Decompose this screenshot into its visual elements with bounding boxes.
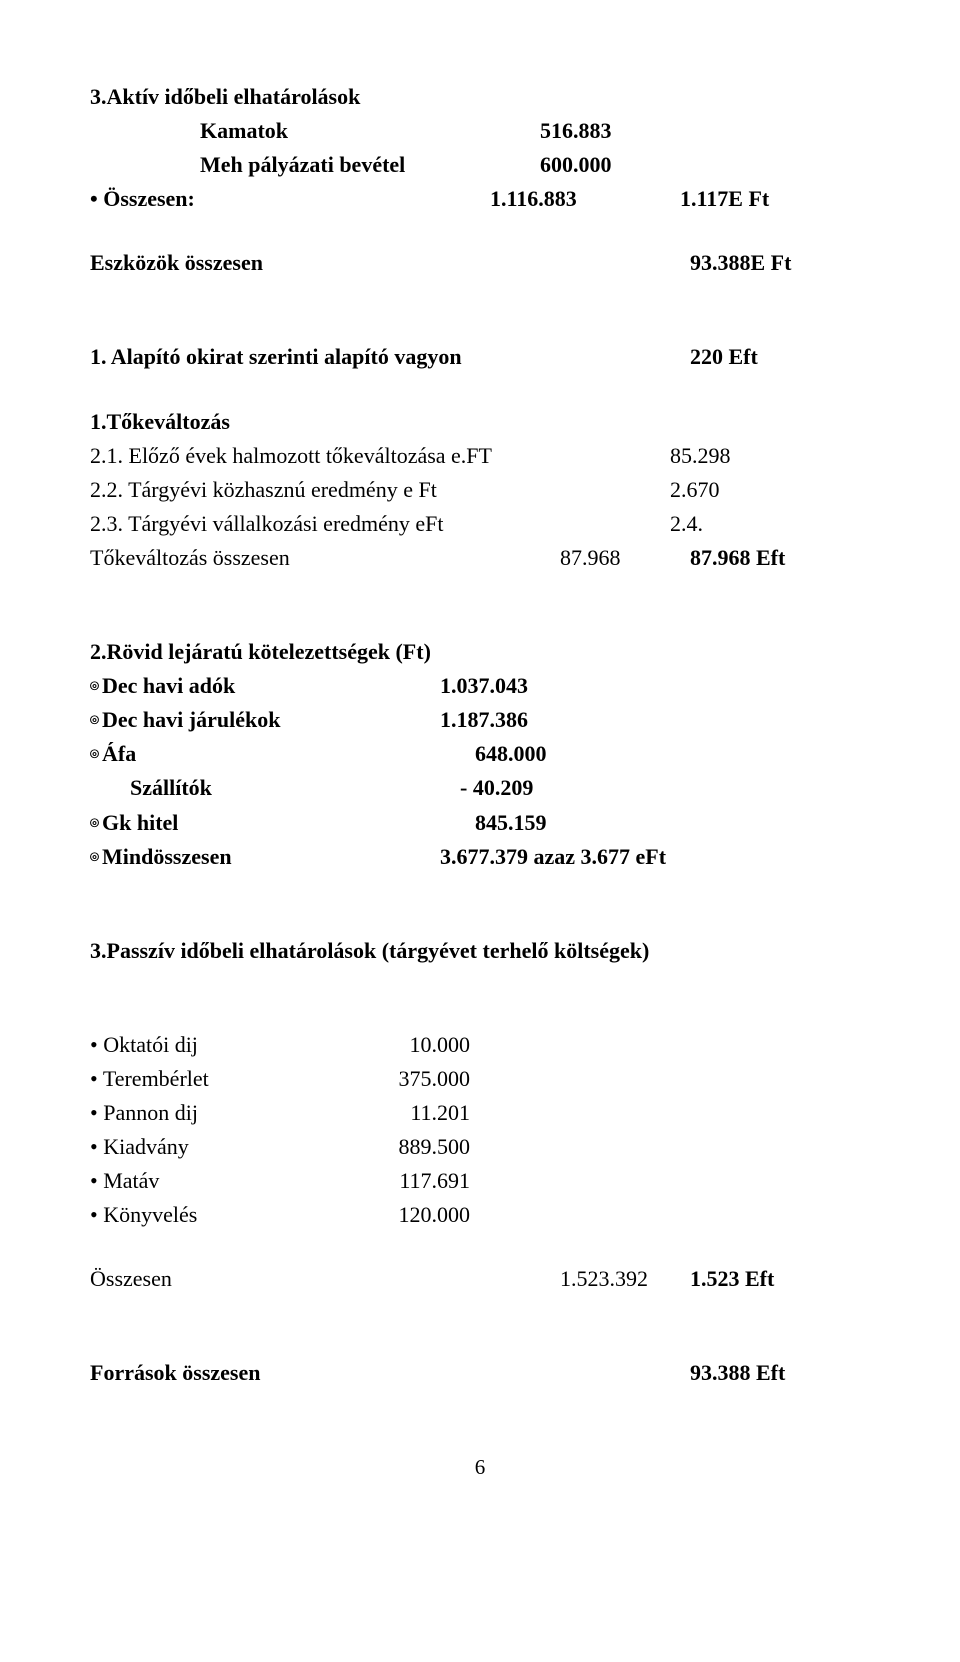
section-7-row-4: Kiadvány 889.500 — [90, 1130, 870, 1164]
forrasok-row: Források összesen 93.388 Eft — [90, 1356, 870, 1390]
section-5-row-3: Áfa 648.000 — [90, 737, 870, 771]
value-vallalkozasi: 2.4. — [670, 507, 703, 541]
section-4-row-1: 2.1. Előző évek halmozott tőkeváltozása … — [90, 439, 870, 473]
value-osszesen-1a: 1.116.883 — [490, 182, 680, 216]
value-mindosszesen: 3.677.379 azaz 3.677 eFt — [440, 840, 666, 874]
value-szallitok: - 40.209 — [460, 771, 533, 805]
section-1-row-3: Összesen: 1.116.883 1.117E Ft — [90, 182, 870, 216]
value-meh: 600.000 — [540, 148, 612, 182]
label-pannon: Pannon dij — [90, 1096, 380, 1130]
label-kamatok: Kamatok — [90, 114, 540, 148]
section-5-row-5: Gk hitel 845.159 — [90, 806, 870, 840]
section-1-row-2: Meh pályázati bevétel 600.000 — [90, 148, 870, 182]
osszesen-row: Összesen 1.523.392 1.523 Eft — [90, 1262, 870, 1296]
label-teremberlet: Terembérlet — [90, 1062, 380, 1096]
label-osszesen-1: Összesen: — [90, 182, 490, 216]
value-kozhasznu: 2.670 — [670, 473, 720, 507]
section-4-row-4: Tőkeváltozás összesen 87.968 87.968 Eft — [90, 541, 870, 575]
section-7-row-6: Könyvelés 120.000 — [90, 1198, 870, 1232]
section-5-row-6: Mindösszesen 3.677.379 azaz 3.677 eFt — [90, 840, 870, 874]
value-konyveles: 120.000 — [380, 1198, 470, 1232]
value-osszesen-2b: 1.523 Eft — [690, 1262, 774, 1296]
value-dec-adok: 1.037.043 — [440, 669, 528, 703]
label-afa: Áfa — [90, 737, 475, 771]
section-5-row-4: Szállítók - 40.209 — [90, 771, 870, 805]
value-tokevaltozas-a: 87.968 — [560, 541, 690, 575]
section-6-title: 3.Passzív időbeli elhatárolások (tárgyév… — [90, 934, 870, 968]
label-konyveles: Könyvelés — [90, 1198, 380, 1232]
alapito-row: 1. Alapító okirat szerinti alapító vagyo… — [90, 340, 870, 374]
label-eszkozok: Eszközök összesen — [90, 246, 690, 280]
label-osszesen-2: Összesen — [90, 1262, 560, 1296]
label-matav: Matáv — [90, 1164, 380, 1198]
value-matav: 117.691 — [380, 1164, 470, 1198]
label-dec-jarulekok: Dec havi járulékok — [90, 703, 440, 737]
section-5-title: 2.Rövid lejáratú kötelezettségek (Ft) — [90, 635, 870, 669]
label-tokevaltozas: Tőkeváltozás összesen — [90, 541, 560, 575]
section-7-row-5: Matáv 117.691 — [90, 1164, 870, 1198]
label-kozhasznu: 2.2. Tárgyévi közhasznú eredmény e Ft — [90, 473, 670, 507]
section-7-row-1: Oktatói dij 10.000 — [90, 1028, 870, 1062]
label-alapito: 1. Alapító okirat szerinti alapító vagyo… — [90, 340, 690, 374]
section-1-row-1: Kamatok 516.883 — [90, 114, 870, 148]
section-7-row-2: Terembérlet 375.000 — [90, 1062, 870, 1096]
value-teremberlet: 375.000 — [380, 1062, 470, 1096]
value-afa: 648.000 — [475, 737, 547, 771]
label-mindosszesen: Mindösszesen — [90, 840, 440, 874]
section-4-row-3: 2.3. Tárgyévi vállalkozási eredmény eFt … — [90, 507, 870, 541]
value-forrasok: 93.388 Eft — [690, 1356, 785, 1390]
label-meh: Meh pályázati bevétel — [90, 148, 540, 182]
value-alapito: 220 Eft — [690, 340, 758, 374]
section-4-row-2: 2.2. Tárgyévi közhasznú eredmény e Ft 2.… — [90, 473, 870, 507]
value-tokevaltozas-b: 87.968 Eft — [690, 541, 785, 575]
label-kiadvany: Kiadvány — [90, 1130, 380, 1164]
eszkozok-row: Eszközök összesen 93.388E Ft — [90, 246, 870, 280]
value-oktatoi: 10.000 — [380, 1028, 470, 1062]
value-eszkozok: 93.388E Ft — [690, 246, 791, 280]
label-gk-hitel: Gk hitel — [90, 806, 475, 840]
section-7-row-3: Pannon dij 11.201 — [90, 1096, 870, 1130]
section-5-row-1: Dec havi adók 1.037.043 — [90, 669, 870, 703]
section-5-row-2: Dec havi járulékok 1.187.386 — [90, 703, 870, 737]
section-1-title: 3.Aktív időbeli elhatárolások — [90, 80, 870, 114]
value-kiadvany: 889.500 — [380, 1130, 470, 1164]
value-kamatok: 516.883 — [540, 114, 612, 148]
label-dec-adok: Dec havi adók — [90, 669, 440, 703]
value-osszesen-2a: 1.523.392 — [560, 1262, 690, 1296]
value-pannon: 11.201 — [380, 1096, 470, 1130]
label-elozo: 2.1. Előző évek halmozott tőkeváltozása … — [90, 439, 670, 473]
page-number: 6 — [90, 1451, 870, 1484]
value-elozo: 85.298 — [670, 439, 731, 473]
value-dec-jarulekok: 1.187.386 — [440, 703, 528, 737]
value-gk-hitel: 845.159 — [475, 806, 547, 840]
label-forrasok: Források összesen — [90, 1356, 690, 1390]
label-szallitok: Szállítók — [90, 771, 460, 805]
value-osszesen-1b: 1.117E Ft — [680, 182, 769, 216]
label-oktatoi: Oktatói dij — [90, 1028, 380, 1062]
section-4-title: 1.Tőkeváltozás — [90, 405, 870, 439]
label-vallalkozasi: 2.3. Tárgyévi vállalkozási eredmény eFt — [90, 507, 670, 541]
